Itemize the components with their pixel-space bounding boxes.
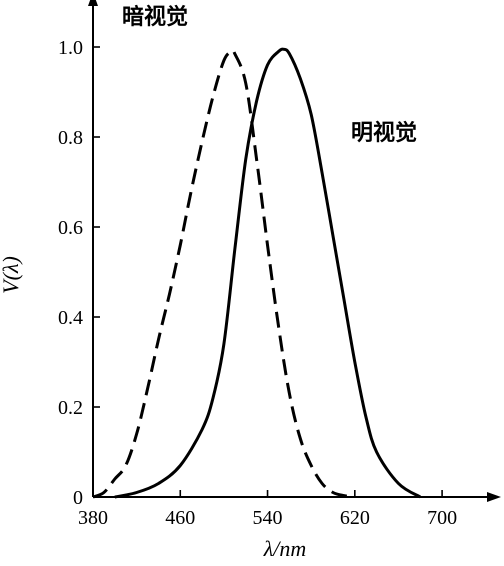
y-tick-label: 0.4 [58,307,83,329]
y-tick-label: 0.6 [58,217,83,239]
y-tick-label: 0.2 [58,397,83,419]
y-tick-label: 0.8 [58,127,83,149]
scotopic-curve [92,48,355,499]
x-axis-title: λ/nm [263,536,307,561]
x-axis-arrow [487,492,501,502]
photopic-curve [114,47,422,499]
x-tick-label: 460 [165,507,195,529]
series-label-photopic: 明视觉 [351,120,417,146]
labels: λ/nm V(λ) 暗视觉 明视觉 [0,4,417,561]
axes [88,0,501,502]
curves [92,47,422,499]
x-tick-label: 700 [427,507,457,529]
series-label-scotopic: 暗视觉 [122,4,188,30]
y-tick-label: 0 [73,487,83,509]
x-tick-label: 380 [78,507,108,529]
x-tick-label: 620 [340,507,370,529]
y-tick-label: 1.0 [58,37,83,59]
y-axis-arrow [88,0,98,6]
ticks: 380 460 540 620 700 0 0.2 0.4 0.6 0.8 1.0 [58,37,457,529]
y-axis-title: V(λ) [0,256,23,294]
x-tick-label: 540 [253,507,283,529]
